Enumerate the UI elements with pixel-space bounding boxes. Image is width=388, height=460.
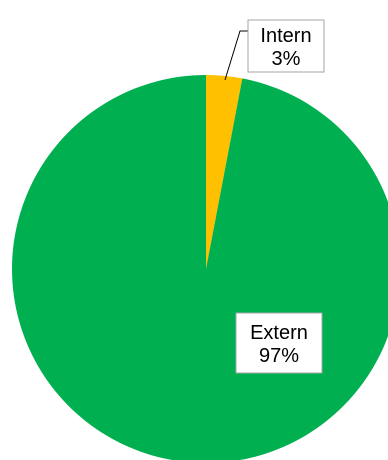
data-label-percent: 97% [259,345,299,367]
data-label-box [247,19,325,73]
pie-slice-intern [206,75,243,269]
leader-lines [224,30,248,81]
data-label-category: Extern [250,322,308,344]
data-label-box [235,312,323,374]
pie-slice-extern [12,75,388,460]
data-label-percent: 3% [272,48,301,70]
pie-slices [12,75,388,460]
leader-line-intern [224,30,248,81]
data-label-category: Intern [260,25,311,47]
